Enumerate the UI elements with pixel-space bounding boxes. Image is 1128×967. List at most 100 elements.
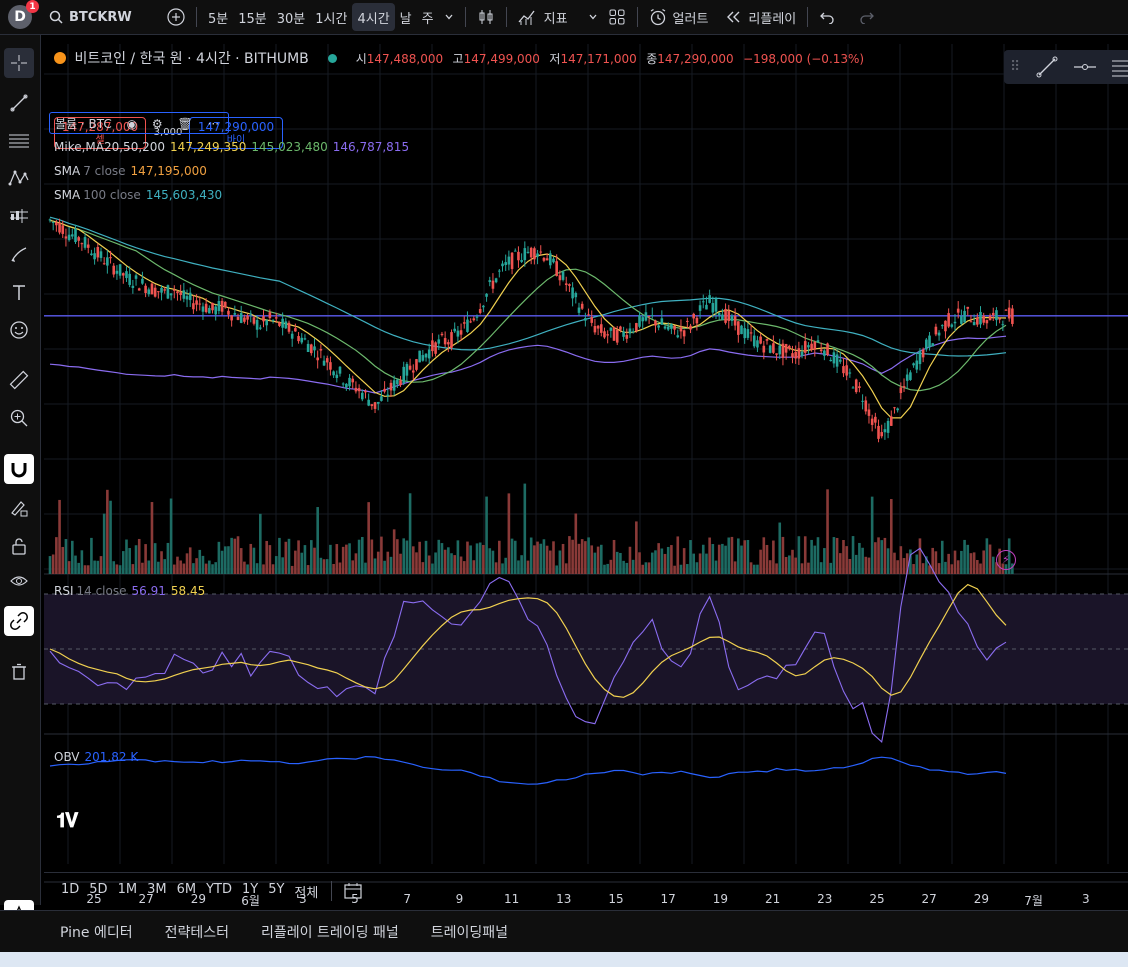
measure-tool[interactable] (4, 365, 34, 395)
candle-body (223, 301, 227, 308)
x-axis-label: 29 (973, 892, 990, 906)
goto-date-icon[interactable] (342, 881, 364, 901)
indicators-button[interactable]: 지표 (513, 3, 573, 31)
volume-bar (886, 548, 890, 574)
candle-body (666, 326, 670, 330)
magnet-tool[interactable] (4, 454, 34, 484)
candle-body (211, 302, 214, 311)
bottom-tab-2[interactable]: 리플레이 트레이딩 패널 (261, 925, 399, 941)
volume-bar (883, 537, 887, 574)
volume-bar (596, 546, 600, 574)
range-button-4[interactable]: 6M (176, 881, 197, 897)
range-button-8[interactable]: 전체 (294, 885, 319, 901)
chart-area[interactable]: 비트코인 / 한국 원 · 4시간 · BITHUMB 시147,488,000… (44, 44, 1128, 908)
settings-icon[interactable]: ⚙ (151, 117, 163, 131)
candle-body (743, 328, 746, 339)
interval-1w[interactable]: 주 (421, 11, 434, 27)
volume-bar (157, 561, 160, 574)
horizontal-line-icon[interactable] (1072, 54, 1098, 80)
user-avatar[interactable]: D 1 (8, 0, 39, 29)
range-button-7[interactable]: 5Y (268, 881, 285, 897)
trendline-icon[interactable] (1034, 54, 1060, 80)
alert-button[interactable]: 얼러트 (644, 3, 714, 31)
chart-type-button[interactable] (472, 3, 500, 31)
remove-tool[interactable] (4, 657, 34, 687)
text-tool[interactable] (4, 278, 34, 308)
candle-body (399, 380, 402, 386)
x-axis-label: 17 (660, 892, 676, 906)
range-button-5[interactable]: YTD (206, 881, 232, 897)
bottom-tab-1[interactable]: 전략테스터 (164, 925, 230, 941)
indicators-dropdown[interactable] (583, 3, 603, 31)
range-button-1[interactable]: 5D (89, 881, 108, 897)
volume-legend[interactable]: 볼륨 · BTC ◉ ⚙ 🗑 ··· (49, 112, 229, 134)
volume-bar (392, 529, 396, 574)
top-toolbar: D 1 BTCKRW 5분 15분 30분 1시간 4시간 날 주 지표 (0, 0, 1128, 35)
candle-body (227, 310, 230, 315)
hide-tool[interactable] (4, 566, 34, 596)
undo-button[interactable] (814, 3, 840, 31)
candle-body (456, 330, 460, 337)
trendline-tool[interactable] (4, 88, 34, 118)
interval-1d[interactable]: 날 (399, 11, 412, 27)
floating-drawing-panel[interactable]: ⠿ (1004, 50, 1128, 84)
pattern-tool[interactable] (4, 163, 34, 193)
range-button-3[interactable]: 3M (147, 881, 167, 897)
range-button-0[interactable]: 1D (61, 881, 80, 897)
candle-body (55, 222, 58, 226)
volume-bar (456, 540, 460, 574)
zoom-tool[interactable] (4, 403, 34, 433)
buy-button[interactable]: 147,290,000 바이 (189, 117, 283, 149)
price-chart-svg[interactable] (44, 44, 1128, 884)
interval-4h[interactable]: 4시간 (352, 3, 395, 31)
volume-bar (367, 502, 370, 574)
volume-bar (858, 542, 861, 574)
candle-body (354, 387, 358, 392)
separator (505, 7, 507, 27)
brush-tool[interactable] (4, 240, 34, 270)
candle-body (498, 270, 501, 272)
candle-body (657, 325, 660, 328)
interval-15m[interactable]: 15분 (238, 11, 267, 27)
horizontal-lines-icon[interactable] (1110, 54, 1128, 80)
bottom-tab-3[interactable]: 트레이딩패널 (430, 925, 508, 941)
range-button-6[interactable]: 1Y (241, 881, 259, 897)
sync-tool[interactable] (4, 606, 34, 636)
volume-bar (539, 543, 543, 574)
indicators-label: 지표 (543, 11, 568, 27)
volume-bar (86, 565, 90, 574)
more-icon[interactable]: ··· (207, 117, 220, 131)
volume-bar (698, 553, 702, 574)
replay-button[interactable]: 리플레이 (721, 3, 801, 31)
candle-body (310, 344, 313, 354)
stay-drawing-tool[interactable] (4, 493, 34, 523)
lock-tool[interactable] (4, 531, 34, 561)
range-button-2[interactable]: 1M (117, 881, 138, 897)
interval-30m[interactable]: 30분 (276, 11, 306, 27)
symbol-search[interactable]: BTCKRW (44, 3, 162, 31)
candle-body (609, 327, 613, 331)
alert-label: 얼러트 (672, 11, 709, 27)
interval-1h[interactable]: 1시간 (315, 11, 348, 27)
flash-icon[interactable]: ⚡ (996, 550, 1016, 570)
crosshair-icon (11, 55, 27, 71)
compare-button[interactable] (162, 3, 190, 31)
candle-body (236, 316, 240, 320)
drag-handle-icon[interactable]: ⠿ (1010, 59, 1021, 75)
bottom-tab-0[interactable]: Pine 에디터 (60, 925, 133, 941)
emoji-tool[interactable] (4, 315, 34, 345)
volume-bar (909, 549, 912, 574)
interval-5m[interactable]: 5분 (208, 11, 229, 27)
x-axis-label: 25 (86, 892, 102, 906)
fib-tool[interactable] (4, 126, 34, 156)
crosshair-tool[interactable] (4, 48, 34, 78)
candle-body (93, 253, 96, 260)
interval-dropdown[interactable] (439, 3, 459, 31)
forecast-tool[interactable] (4, 201, 34, 231)
trash-icon[interactable]: 🗑 (177, 117, 193, 131)
candle-body (727, 310, 731, 322)
redo-button[interactable] (854, 3, 880, 31)
eye-icon[interactable]: ◉ (126, 117, 138, 131)
volume-bar (112, 561, 116, 574)
layout-button[interactable] (603, 3, 631, 31)
